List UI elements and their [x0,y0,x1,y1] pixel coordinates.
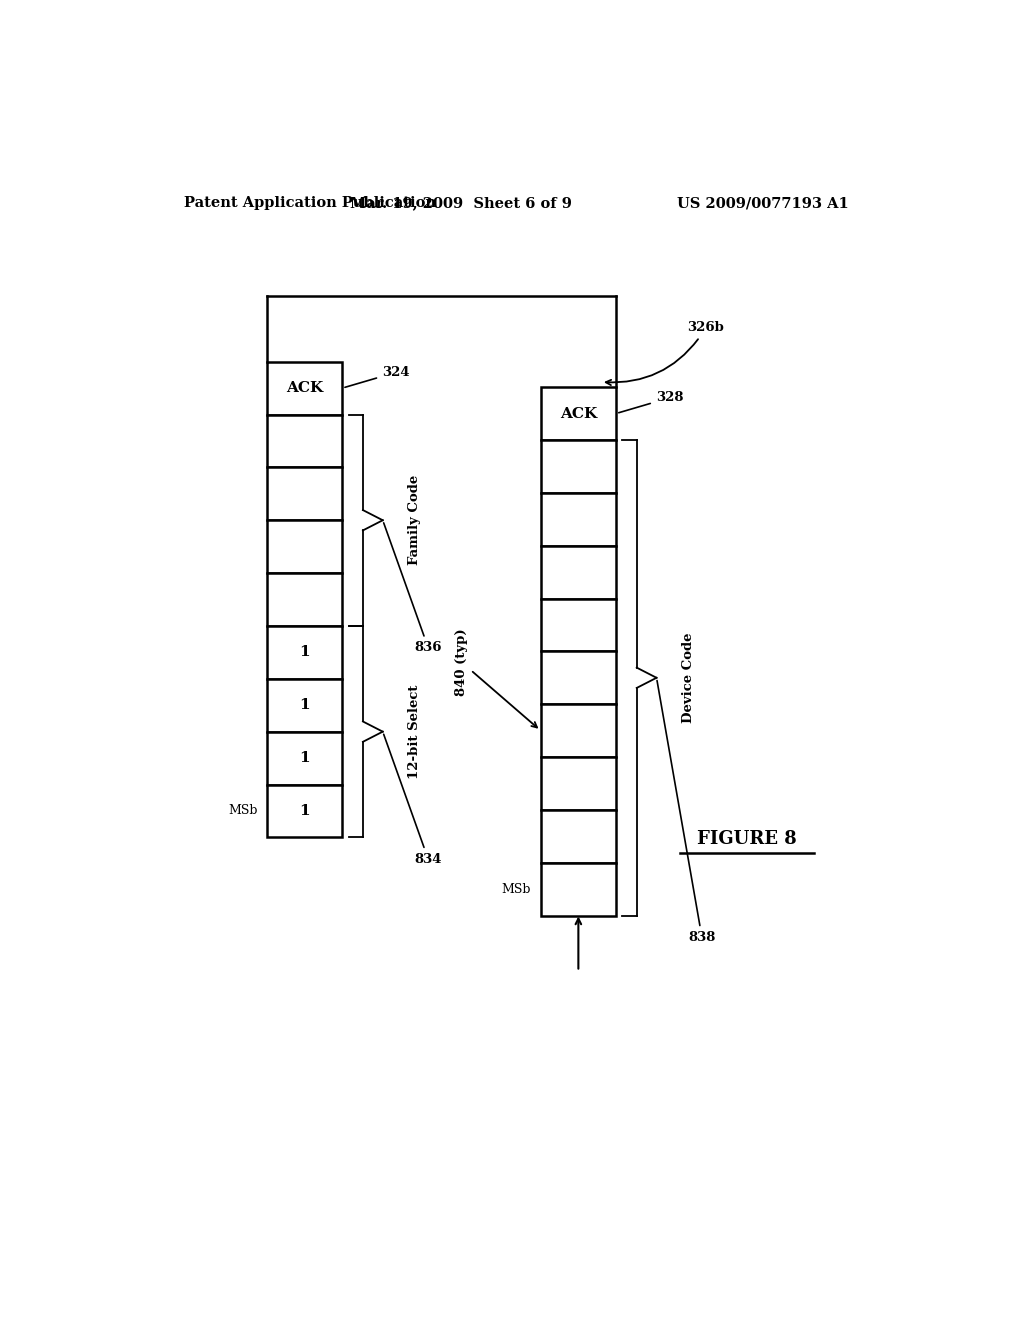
Bar [541,758,616,810]
Text: 1: 1 [299,804,310,818]
Text: Family Code: Family Code [408,475,421,565]
Text: 838: 838 [657,681,716,944]
Text: 834: 834 [384,734,442,866]
Bar [267,573,342,626]
Text: 324: 324 [345,366,410,387]
Text: Patent Application Publication: Patent Application Publication [183,197,435,210]
Bar [541,440,616,492]
Bar [541,545,616,598]
Bar [267,520,342,573]
Bar [267,731,342,784]
Text: FIGURE 8: FIGURE 8 [697,830,797,849]
Bar [267,467,342,520]
Text: US 2009/0077193 A1: US 2009/0077193 A1 [677,197,849,210]
Bar [541,810,616,863]
Text: 328: 328 [618,391,683,413]
Bar [541,863,616,916]
Bar [541,598,616,651]
Text: ACK: ACK [560,407,597,421]
Text: MSb: MSb [228,804,257,817]
Bar [541,651,616,704]
Bar [541,387,616,440]
Bar [267,362,342,414]
Text: 1: 1 [299,751,310,766]
Text: ACK: ACK [286,381,324,395]
Text: Mar. 19, 2009  Sheet 6 of 9: Mar. 19, 2009 Sheet 6 of 9 [350,197,572,210]
Bar [267,626,342,678]
Bar [267,784,342,837]
Bar [541,492,616,545]
Text: MSb: MSb [502,883,531,896]
Text: 12-bit Select: 12-bit Select [408,685,421,779]
Text: 840 (typ): 840 (typ) [455,628,537,727]
Bar [541,704,616,758]
Text: Device Code: Device Code [682,632,694,723]
Text: 326b: 326b [606,321,724,385]
Text: 1: 1 [299,698,310,713]
Text: 1: 1 [299,645,310,660]
Bar [267,414,342,467]
Bar [267,678,342,731]
Text: 836: 836 [384,523,442,655]
